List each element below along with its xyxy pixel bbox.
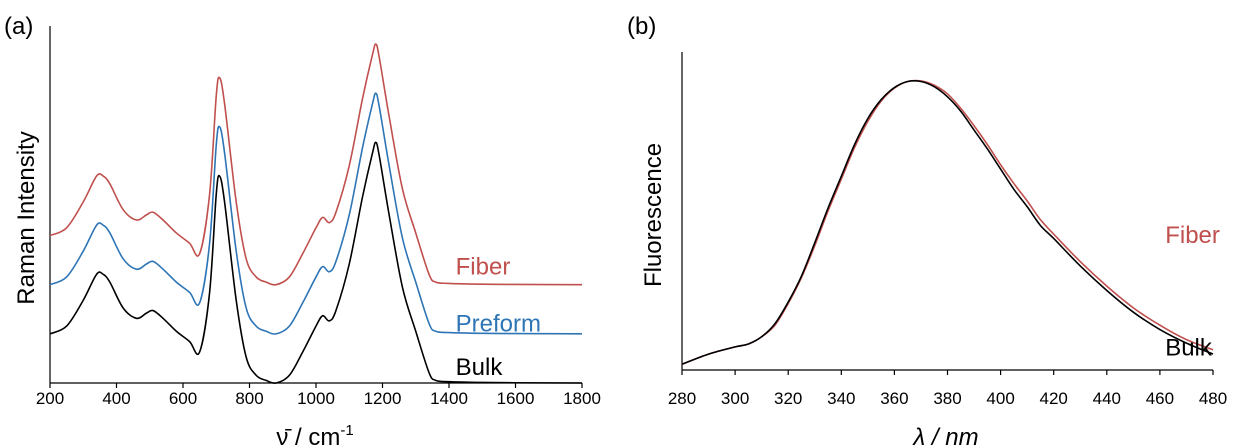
panel-b-x-tick-label: 420 — [1040, 389, 1068, 408]
panel-a-x-tick-label: 1400 — [430, 389, 468, 408]
panel-b-series-bulk-line — [681, 79, 1214, 365]
panel-b-x-axis-label: λ / nm — [911, 424, 978, 448]
panel-b-series-fiber-line — [681, 79, 1214, 365]
panel-a-label-preform: Preform — [456, 310, 541, 337]
panel-a-curve-labels: Fiber Preform Bulk — [456, 253, 541, 381]
panel-a-label: (a) — [4, 13, 33, 40]
panel-a-series-group — [49, 43, 583, 384]
panel-a-x-tick-label: 1000 — [297, 389, 335, 408]
panel-a-label-bulk: Bulk — [456, 354, 504, 381]
panel-a-tick-labels: 200 400 600 800 1000 1200 1400 1600 1800 — [36, 389, 601, 408]
panel-b-x-tick-label: 360 — [880, 389, 908, 408]
panel-b-x-tick-label: 380 — [933, 389, 961, 408]
panel-a-x-tick-label: 1600 — [497, 389, 535, 408]
panel-b-x-axis-label-text: λ / nm — [911, 424, 978, 448]
panel-a-series-preform-line — [49, 92, 583, 335]
panel-b-label-fiber: Fiber — [1165, 222, 1220, 249]
panel-b-fluorescence-chart: (b) 280 300 320 340 360 380 400 420 440 460 480 Fi… — [627, 13, 1227, 448]
panel-a-x-tick-label: 200 — [36, 389, 64, 408]
panel-a-x-axis-label: ν̄ / cm-1 — [276, 422, 353, 448]
panel-a-y-axis-label: Raman Intensity — [13, 131, 40, 304]
panel-b-tick-labels: 280 300 320 340 360 380 400 420 440 460 480 — [668, 389, 1227, 408]
panel-a-x-tick-label: 600 — [169, 389, 197, 408]
panel-a-x-tick-label: 1200 — [364, 389, 402, 408]
panel-a-series-bulk-line — [49, 141, 583, 384]
panel-b-label-bulk: Bulk — [1165, 335, 1213, 362]
panel-b-x-tick-label: 280 — [668, 389, 696, 408]
panel-a-x-tick-label: 800 — [235, 389, 263, 408]
panel-b-label: (b) — [627, 13, 656, 40]
panel-a-series-fiber-line — [49, 43, 583, 286]
panel-b-curve-labels: Fiber Bulk — [1165, 222, 1220, 362]
panel-b-y-axis-label: Fluorescence — [640, 143, 667, 287]
panel-a-raman-chart: (a) 200 400 600 800 1000 1200 1400 1600 1800 Fib… — [4, 13, 601, 448]
panel-b-x-tick-label: 300 — [721, 389, 749, 408]
panel-b-x-tick-label: 480 — [1199, 389, 1227, 408]
panel-a-x-tick-label: 1800 — [563, 389, 601, 408]
panel-a-x-axis-label-unit-exponent: -1 — [340, 422, 353, 439]
panel-a-label-fiber: Fiber — [456, 253, 511, 280]
panel-b-x-tick-label: 400 — [986, 389, 1014, 408]
panel-b-x-tick-label: 340 — [827, 389, 855, 408]
panel-b-axes — [681, 52, 1214, 375]
panel-a-x-axis-label-main: ν̄ / cm — [276, 424, 340, 448]
panel-b-series-group — [681, 79, 1214, 365]
panel-b-x-tick-label: 460 — [1146, 389, 1174, 408]
panel-b-x-tick-label: 440 — [1093, 389, 1121, 408]
panel-a-x-tick-label: 400 — [102, 389, 130, 408]
panel-b-x-tick-label: 320 — [774, 389, 802, 408]
